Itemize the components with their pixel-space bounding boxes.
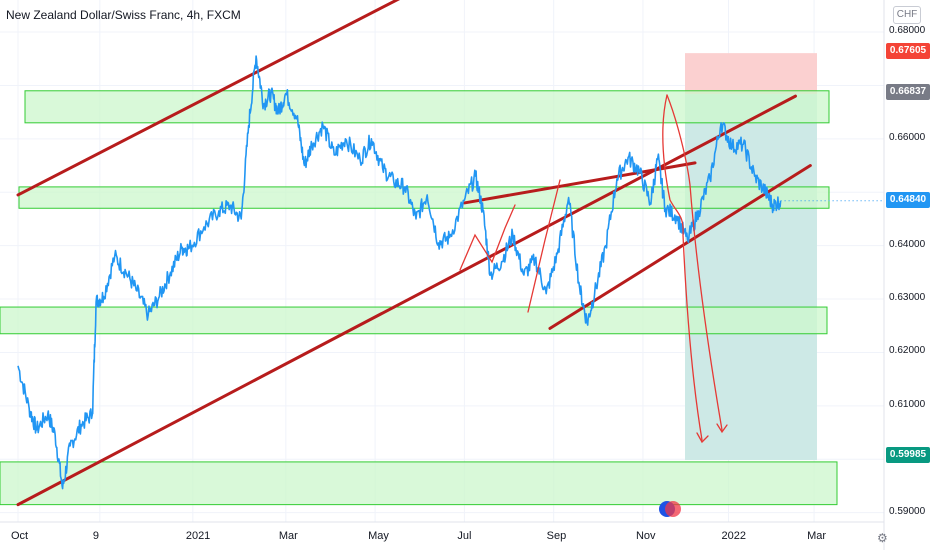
support-resistance-zone (0, 461, 838, 506)
time-tick-label: Oct (11, 530, 29, 542)
price-tick-label: 0.63000 (889, 292, 926, 304)
chart-title: New Zealand Dollar/Swiss Franc, 4h, FXCM (6, 8, 241, 22)
current-price-tag: 0.64840 (886, 192, 930, 208)
stop-price-tag: 0.67605 (886, 43, 930, 59)
price-tick-label: 0.61000 (889, 398, 926, 410)
hand-drawn-projection (716, 423, 728, 434)
hand-drawn-projection (459, 204, 516, 271)
time-tick-label: May (368, 530, 389, 542)
trend-channel-line (16, 0, 401, 197)
time-tick-label: Sep (546, 530, 567, 542)
time-tick-label: Mar (278, 530, 298, 542)
stop-loss-zone (685, 53, 817, 95)
hand-drawn-projection (527, 179, 561, 313)
hand-drawn-projection (696, 432, 709, 444)
hand-drawn-annotations[interactable] (459, 94, 728, 444)
time-tick-label: 2021 (185, 530, 211, 542)
time-tick-label: Nov (635, 530, 656, 542)
support-resistance-zone (18, 186, 830, 209)
trend-channel-line (16, 94, 797, 507)
price-tick-label: 0.59000 (889, 505, 926, 517)
hand-drawn-projection (662, 94, 703, 441)
entry-price-tag: 0.66837 (886, 84, 930, 100)
price-tick-label: 0.62000 (889, 345, 926, 357)
price-line (17, 55, 782, 490)
axis-settings-icon[interactable]: ⚙ (877, 531, 888, 545)
short-position-tool[interactable] (685, 53, 817, 461)
price-tick-label: 0.66000 (889, 131, 926, 143)
time-tick-label: 9 (92, 530, 99, 542)
take-profit-zone (685, 94, 817, 461)
logo-overlay-icon (665, 501, 681, 517)
time-tick-label: 2022 (721, 530, 746, 542)
currency-unit-badge[interactable]: CHF (893, 6, 921, 24)
hand-drawn-projection (666, 94, 723, 431)
time-tick-label: Jul (457, 530, 472, 542)
support-resistance-zone (0, 306, 828, 335)
price-tick-label: 0.64000 (889, 238, 926, 250)
time-tick-label: Mar (807, 530, 827, 542)
trend-channel-line (462, 161, 697, 205)
price-series (17, 55, 884, 490)
support-resistance-zones[interactable] (0, 90, 838, 506)
target-price-tag: 0.59985 (886, 447, 930, 463)
support-resistance-zone (24, 90, 830, 124)
price-tick-label: 0.68000 (889, 25, 926, 37)
